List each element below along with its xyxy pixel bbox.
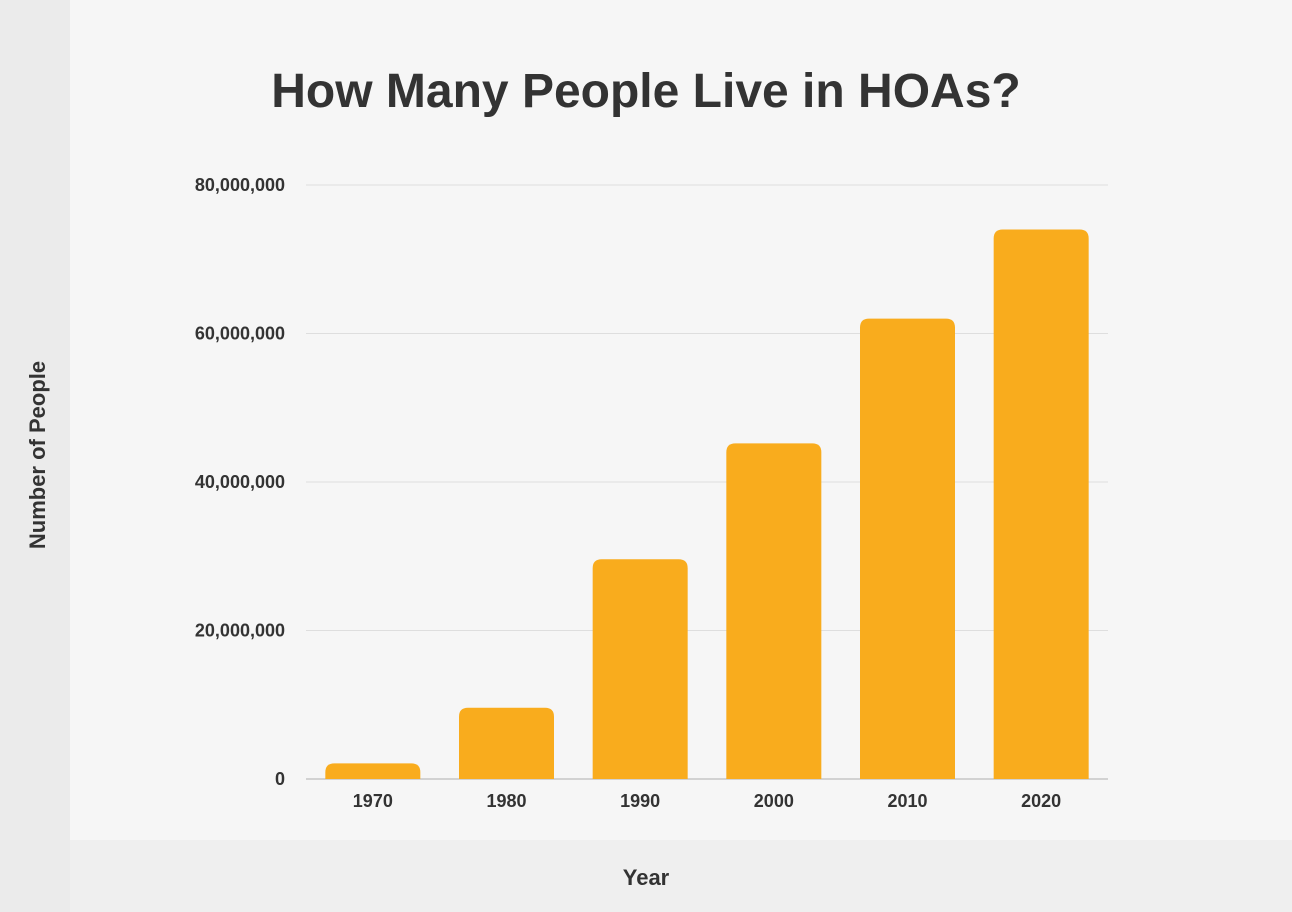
bar-1970	[325, 763, 421, 779]
bar-2010	[860, 318, 955, 779]
left-band	[0, 0, 70, 912]
x-tick-label: 2010	[887, 791, 927, 811]
chart-title: How Many People Live in HOAs?	[271, 65, 1021, 118]
x-tick-label: 2020	[1021, 791, 1061, 811]
x-tick-label: 1970	[353, 791, 393, 811]
bottom-band	[70, 840, 1292, 912]
x-tick-labels: 1970 1980 1990 2000 2010 2020	[353, 791, 1061, 811]
grid-layer	[306, 184, 1108, 780]
y-tick-label: 40,000,000	[195, 472, 285, 492]
x-tick-label: 1980	[486, 791, 526, 811]
x-axis-label: Year	[622, 865, 670, 890]
bar-2000	[726, 443, 822, 779]
bar-2020	[993, 229, 1089, 780]
bar-1980	[459, 707, 554, 779]
bar-1990	[592, 559, 688, 779]
bars-layer	[325, 229, 1089, 780]
x-tick-label: 2000	[754, 791, 794, 811]
y-tick-label: 20,000,000	[195, 621, 285, 641]
x-tick-label: 1990	[620, 791, 660, 811]
y-tick-labels: 0 20,000,000 40,000,000 60,000,000 80,000,00…	[195, 175, 285, 789]
y-tick-label: 80,000,000	[195, 175, 285, 195]
y-tick-label: 0	[275, 769, 285, 789]
y-tick-label: 60,000,000	[195, 324, 285, 344]
